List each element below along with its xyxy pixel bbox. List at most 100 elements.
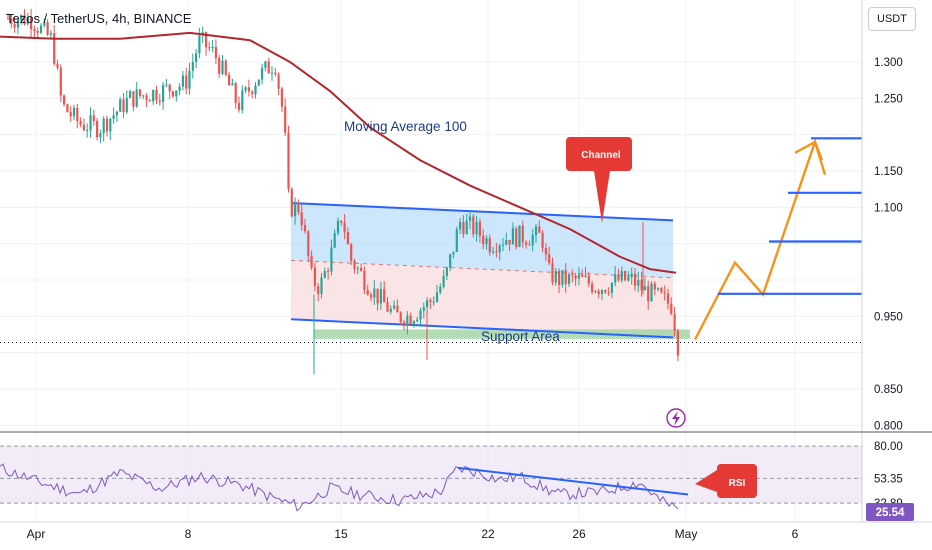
candle-body <box>112 115 115 119</box>
candle-body <box>353 260 356 269</box>
rsi-callout <box>695 464 757 498</box>
candle-body <box>158 100 161 102</box>
rsi-line <box>0 463 679 512</box>
candle-body <box>168 84 171 92</box>
candle-body <box>459 221 462 230</box>
candle-body <box>435 292 439 302</box>
candle-body <box>363 270 366 291</box>
candle-body <box>294 202 297 217</box>
rsi-panel: RSI <box>0 445 862 512</box>
candle-body <box>515 228 518 247</box>
candle-body <box>86 130 89 132</box>
candle-body <box>56 63 59 68</box>
candle-body <box>333 233 336 248</box>
price-axis-background <box>862 0 932 550</box>
candle-body <box>244 87 247 91</box>
candle-body <box>142 95 145 97</box>
candle-body <box>379 289 382 304</box>
candle-body <box>610 282 613 293</box>
candle-body <box>63 95 66 105</box>
chart-title: Tezos / TetherUS, 4h, BINANCE <box>6 11 192 26</box>
candle-body <box>66 104 69 113</box>
candle-body <box>69 112 72 117</box>
candle-body <box>109 118 112 132</box>
candle-body <box>426 300 429 308</box>
candle-body <box>237 102 241 110</box>
candle-body <box>455 229 458 252</box>
candle-body <box>267 61 270 74</box>
candle-body <box>449 254 452 268</box>
candle-body <box>538 226 541 233</box>
candle-body <box>195 53 198 63</box>
candle-body <box>373 288 376 298</box>
candle-body <box>247 87 250 92</box>
price-tick-label: 1.100 <box>874 202 903 214</box>
candle-body <box>178 86 181 91</box>
moving-average-100 <box>0 31 862 343</box>
candle-body <box>647 286 650 302</box>
candle-body <box>439 286 442 293</box>
candle-body <box>171 91 175 97</box>
candle-body <box>637 279 640 286</box>
candle-body <box>475 221 478 235</box>
candle-body <box>604 290 607 293</box>
candle-body <box>360 268 363 271</box>
candle-body <box>366 290 369 295</box>
candle-body <box>148 100 151 102</box>
candle-body <box>135 89 138 107</box>
candle-body <box>198 35 201 54</box>
candle-body <box>531 235 534 246</box>
candle-body <box>396 305 399 313</box>
candle-body <box>53 33 56 64</box>
candle-body <box>72 107 76 117</box>
candle-body <box>327 270 330 272</box>
candle-body <box>442 275 445 287</box>
candle-body <box>620 271 623 281</box>
moving-average-line <box>0 31 677 274</box>
candle-body <box>165 84 168 86</box>
candle-body <box>577 274 580 279</box>
candle-body <box>287 132 290 189</box>
price-tick-label: 1.150 <box>874 166 903 178</box>
candle-body <box>544 248 547 255</box>
candle-body <box>663 292 666 294</box>
candle-body <box>465 220 468 235</box>
candle-body <box>488 238 491 253</box>
candle-body <box>409 315 412 325</box>
candle-body <box>505 240 508 245</box>
candle-body <box>399 312 402 322</box>
candle-body <box>591 283 594 293</box>
candle-body <box>280 88 283 107</box>
candle-body <box>452 251 455 255</box>
candlesticks <box>6 8 679 375</box>
candle-body <box>412 321 415 325</box>
candle-body <box>261 67 264 80</box>
candle-body <box>571 274 574 276</box>
candle-body <box>274 72 277 75</box>
rsi-tick-label: 53.35 <box>874 473 903 485</box>
candle-body <box>241 90 244 110</box>
candle-body <box>673 313 676 331</box>
rsi-callout-label: RSI <box>729 478 746 489</box>
candle-body <box>129 91 132 98</box>
candle-body <box>105 118 109 132</box>
candle-body <box>574 275 577 279</box>
candle-body <box>650 283 653 302</box>
candle-body <box>369 294 373 298</box>
candle-body <box>485 238 488 245</box>
price-tick-label: 1.250 <box>874 93 903 105</box>
candle-body <box>185 75 188 89</box>
channel-callout <box>566 137 632 223</box>
candle-body <box>597 291 600 295</box>
candle-body <box>6 18 10 20</box>
candle-body <box>419 310 422 320</box>
support-area-zone <box>314 329 690 339</box>
currency-selector[interactable]: USDT <box>868 7 916 31</box>
candle-body <box>320 277 323 294</box>
candle-body <box>317 286 320 294</box>
candle-body <box>221 60 224 74</box>
candle-body <box>218 57 221 74</box>
candle-body <box>303 225 307 232</box>
candle-body <box>416 319 419 322</box>
